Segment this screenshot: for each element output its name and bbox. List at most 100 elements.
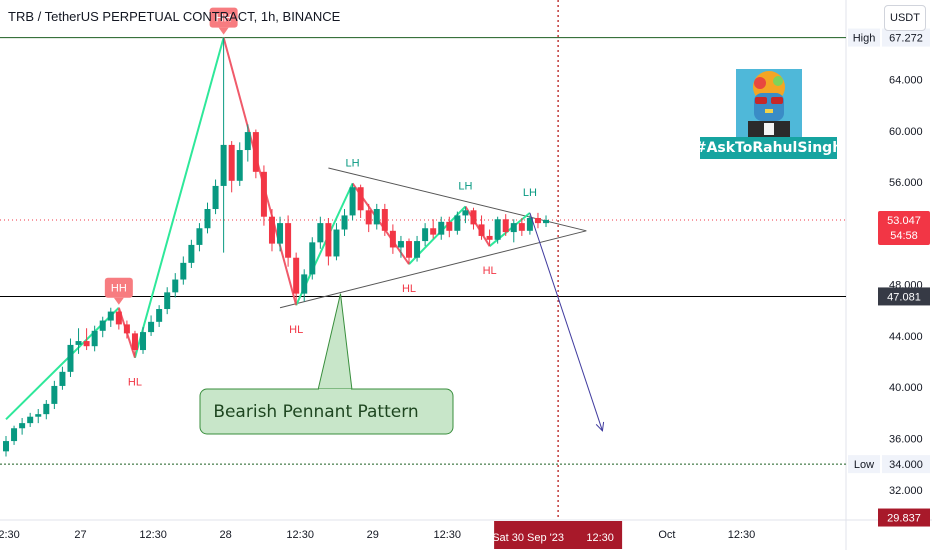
bottom-price-label: 29.837 <box>887 513 921 525</box>
hl-label: HL <box>128 377 142 389</box>
candle-body <box>67 344 74 372</box>
candle-body <box>228 144 235 181</box>
candle-body <box>430 228 437 235</box>
hh-label-text: HH <box>216 13 232 25</box>
candle-body <box>59 371 66 386</box>
hh-label-box <box>104 277 133 298</box>
candle-body <box>83 341 90 347</box>
candle-body <box>252 132 259 172</box>
candle-body <box>486 235 493 240</box>
hl-label: HL <box>289 324 303 336</box>
x-tick-label: 27 <box>74 529 86 541</box>
candle-body <box>172 279 179 293</box>
candle-body <box>3 441 9 452</box>
candle-body <box>518 223 525 231</box>
countdown-label: 54:58 <box>890 230 918 242</box>
level-value-label: 34.000 <box>889 459 923 471</box>
author-avatar-image <box>736 69 802 139</box>
x-tick-label: 12:30 <box>139 529 167 541</box>
candle-body <box>91 330 98 347</box>
pennant-lower-line <box>279 230 587 309</box>
callout-pointer <box>317 293 353 391</box>
hl-label: HL <box>483 265 497 277</box>
candle-body <box>389 230 396 248</box>
candle-body <box>244 132 251 151</box>
candle-body <box>365 210 372 225</box>
candle-body <box>27 416 34 424</box>
candle-body <box>373 209 380 225</box>
candle-body <box>438 221 445 235</box>
chart-title: TRB / TetherUS PERPETUAL CONTRACT, 1h, B… <box>8 9 341 24</box>
y-tick-label: 32.000 <box>889 485 923 497</box>
crosshair-time-label: 12:30 <box>586 532 614 544</box>
level-value-bg <box>882 455 930 474</box>
current-price-bg <box>878 210 930 245</box>
level-name-label: High <box>853 33 876 45</box>
level-name-bg <box>848 455 880 474</box>
x-tick-label: 12:30 <box>0 529 20 541</box>
candle-body <box>140 332 147 351</box>
x-tick-label: 12:30 <box>728 529 756 541</box>
candle-body <box>301 274 308 294</box>
candle-body <box>277 223 284 244</box>
candle-body <box>406 241 412 258</box>
candle-body <box>123 324 130 334</box>
hh-label-text: HH <box>111 283 127 295</box>
candle-body <box>422 228 429 242</box>
y-tick-label: 64.000 <box>889 75 923 87</box>
candle-body <box>510 223 517 233</box>
candle-body <box>19 423 26 429</box>
wave-up-segment <box>133 37 225 359</box>
candle-body <box>462 210 469 216</box>
support-price-label: 47.081 <box>887 291 921 303</box>
candle-body <box>534 217 541 224</box>
candle-body <box>454 215 461 231</box>
candle-body <box>341 215 348 230</box>
lh-label: LH <box>523 187 537 199</box>
candle-body <box>236 150 243 181</box>
x-tick-label: 28 <box>220 529 232 541</box>
candle-body <box>470 210 477 225</box>
candle-body <box>188 244 195 263</box>
bottom-price-bg <box>878 508 930 527</box>
lh-label: LH <box>458 180 472 192</box>
candle-body <box>285 223 292 258</box>
candle-body <box>333 229 340 257</box>
crosshair-date-label: Sat 30 Sep '23 <box>492 532 564 544</box>
candle-body <box>115 311 122 325</box>
candle-body <box>260 171 267 217</box>
candle-body <box>51 385 58 404</box>
level-name-label: Low <box>854 459 874 471</box>
candle-body <box>107 311 114 321</box>
candle-body <box>156 309 163 322</box>
crosshair-date-bg <box>494 521 623 549</box>
hh-label-pointer <box>113 297 124 305</box>
candle-body <box>196 228 203 245</box>
candle-body <box>220 144 227 186</box>
candle-body <box>397 241 404 248</box>
candle-body <box>478 224 485 236</box>
candle-body <box>11 428 18 442</box>
candle-body <box>131 333 138 351</box>
candle-body <box>381 209 388 231</box>
candle-body <box>43 403 50 415</box>
support-price-bg <box>878 287 930 306</box>
candle-body <box>293 257 300 294</box>
candle-body <box>317 223 324 243</box>
level-value-bg <box>882 28 930 47</box>
lh-label: LH <box>346 157 360 169</box>
hh-label-pointer <box>218 27 229 35</box>
watermark-hashtag: #AskToRahulSingh <box>695 137 842 159</box>
level-name-bg <box>848 28 880 47</box>
candle-body <box>446 221 453 231</box>
projection-arrow-head <box>595 421 605 432</box>
y-tick-label: 60.000 <box>889 126 923 138</box>
currency-button[interactable]: USDT <box>884 5 926 31</box>
y-tick-label: 40.000 <box>889 382 923 394</box>
candle-body <box>35 414 42 417</box>
candle-body <box>99 320 106 331</box>
candle-body <box>268 216 275 244</box>
candle-body <box>204 209 211 229</box>
x-tick-label: Oct <box>658 529 675 541</box>
